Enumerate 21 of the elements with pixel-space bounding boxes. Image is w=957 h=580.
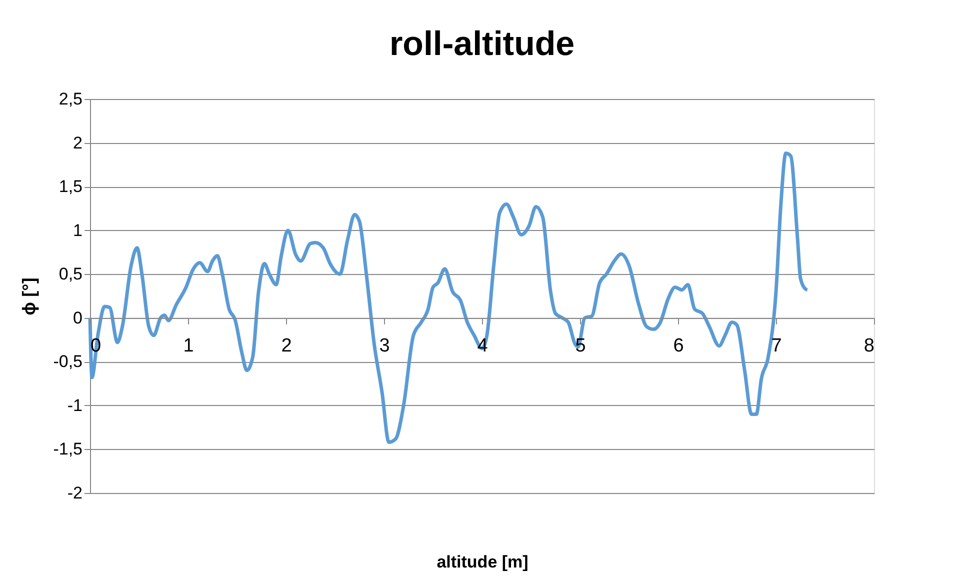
y-tick-label: 1,5 bbox=[58, 177, 82, 196]
x-tick-label: 6 bbox=[673, 335, 684, 356]
y-tick-label: -1,5 bbox=[53, 440, 82, 459]
y-tick-label: 0 bbox=[73, 308, 82, 328]
line-series bbox=[88, 152, 810, 444]
y-tick-label: 1 bbox=[73, 220, 82, 240]
y-tick-label: -1 bbox=[67, 396, 82, 415]
x-tick-label: 8 bbox=[864, 335, 874, 356]
y-tick-label: 2 bbox=[73, 133, 82, 152]
x-tick-label: 2 bbox=[281, 335, 292, 356]
x-tick-label: 7 bbox=[771, 335, 782, 356]
x-tick-label: 0 bbox=[90, 335, 102, 356]
y-tick-label: -2 bbox=[67, 484, 82, 502]
y-axis-title: ϕ [°] bbox=[19, 278, 40, 316]
y-tick-label: 0,5 bbox=[58, 264, 82, 284]
chart-title: roll-altitude bbox=[389, 25, 575, 63]
x-tick-label: 1 bbox=[183, 335, 194, 356]
x-axis-title: altitude [m] bbox=[436, 552, 528, 572]
x-tick-label: 3 bbox=[379, 335, 390, 356]
y-tick-label: 2,5 bbox=[58, 90, 82, 108]
y-tick-label: -0,5 bbox=[53, 352, 82, 372]
